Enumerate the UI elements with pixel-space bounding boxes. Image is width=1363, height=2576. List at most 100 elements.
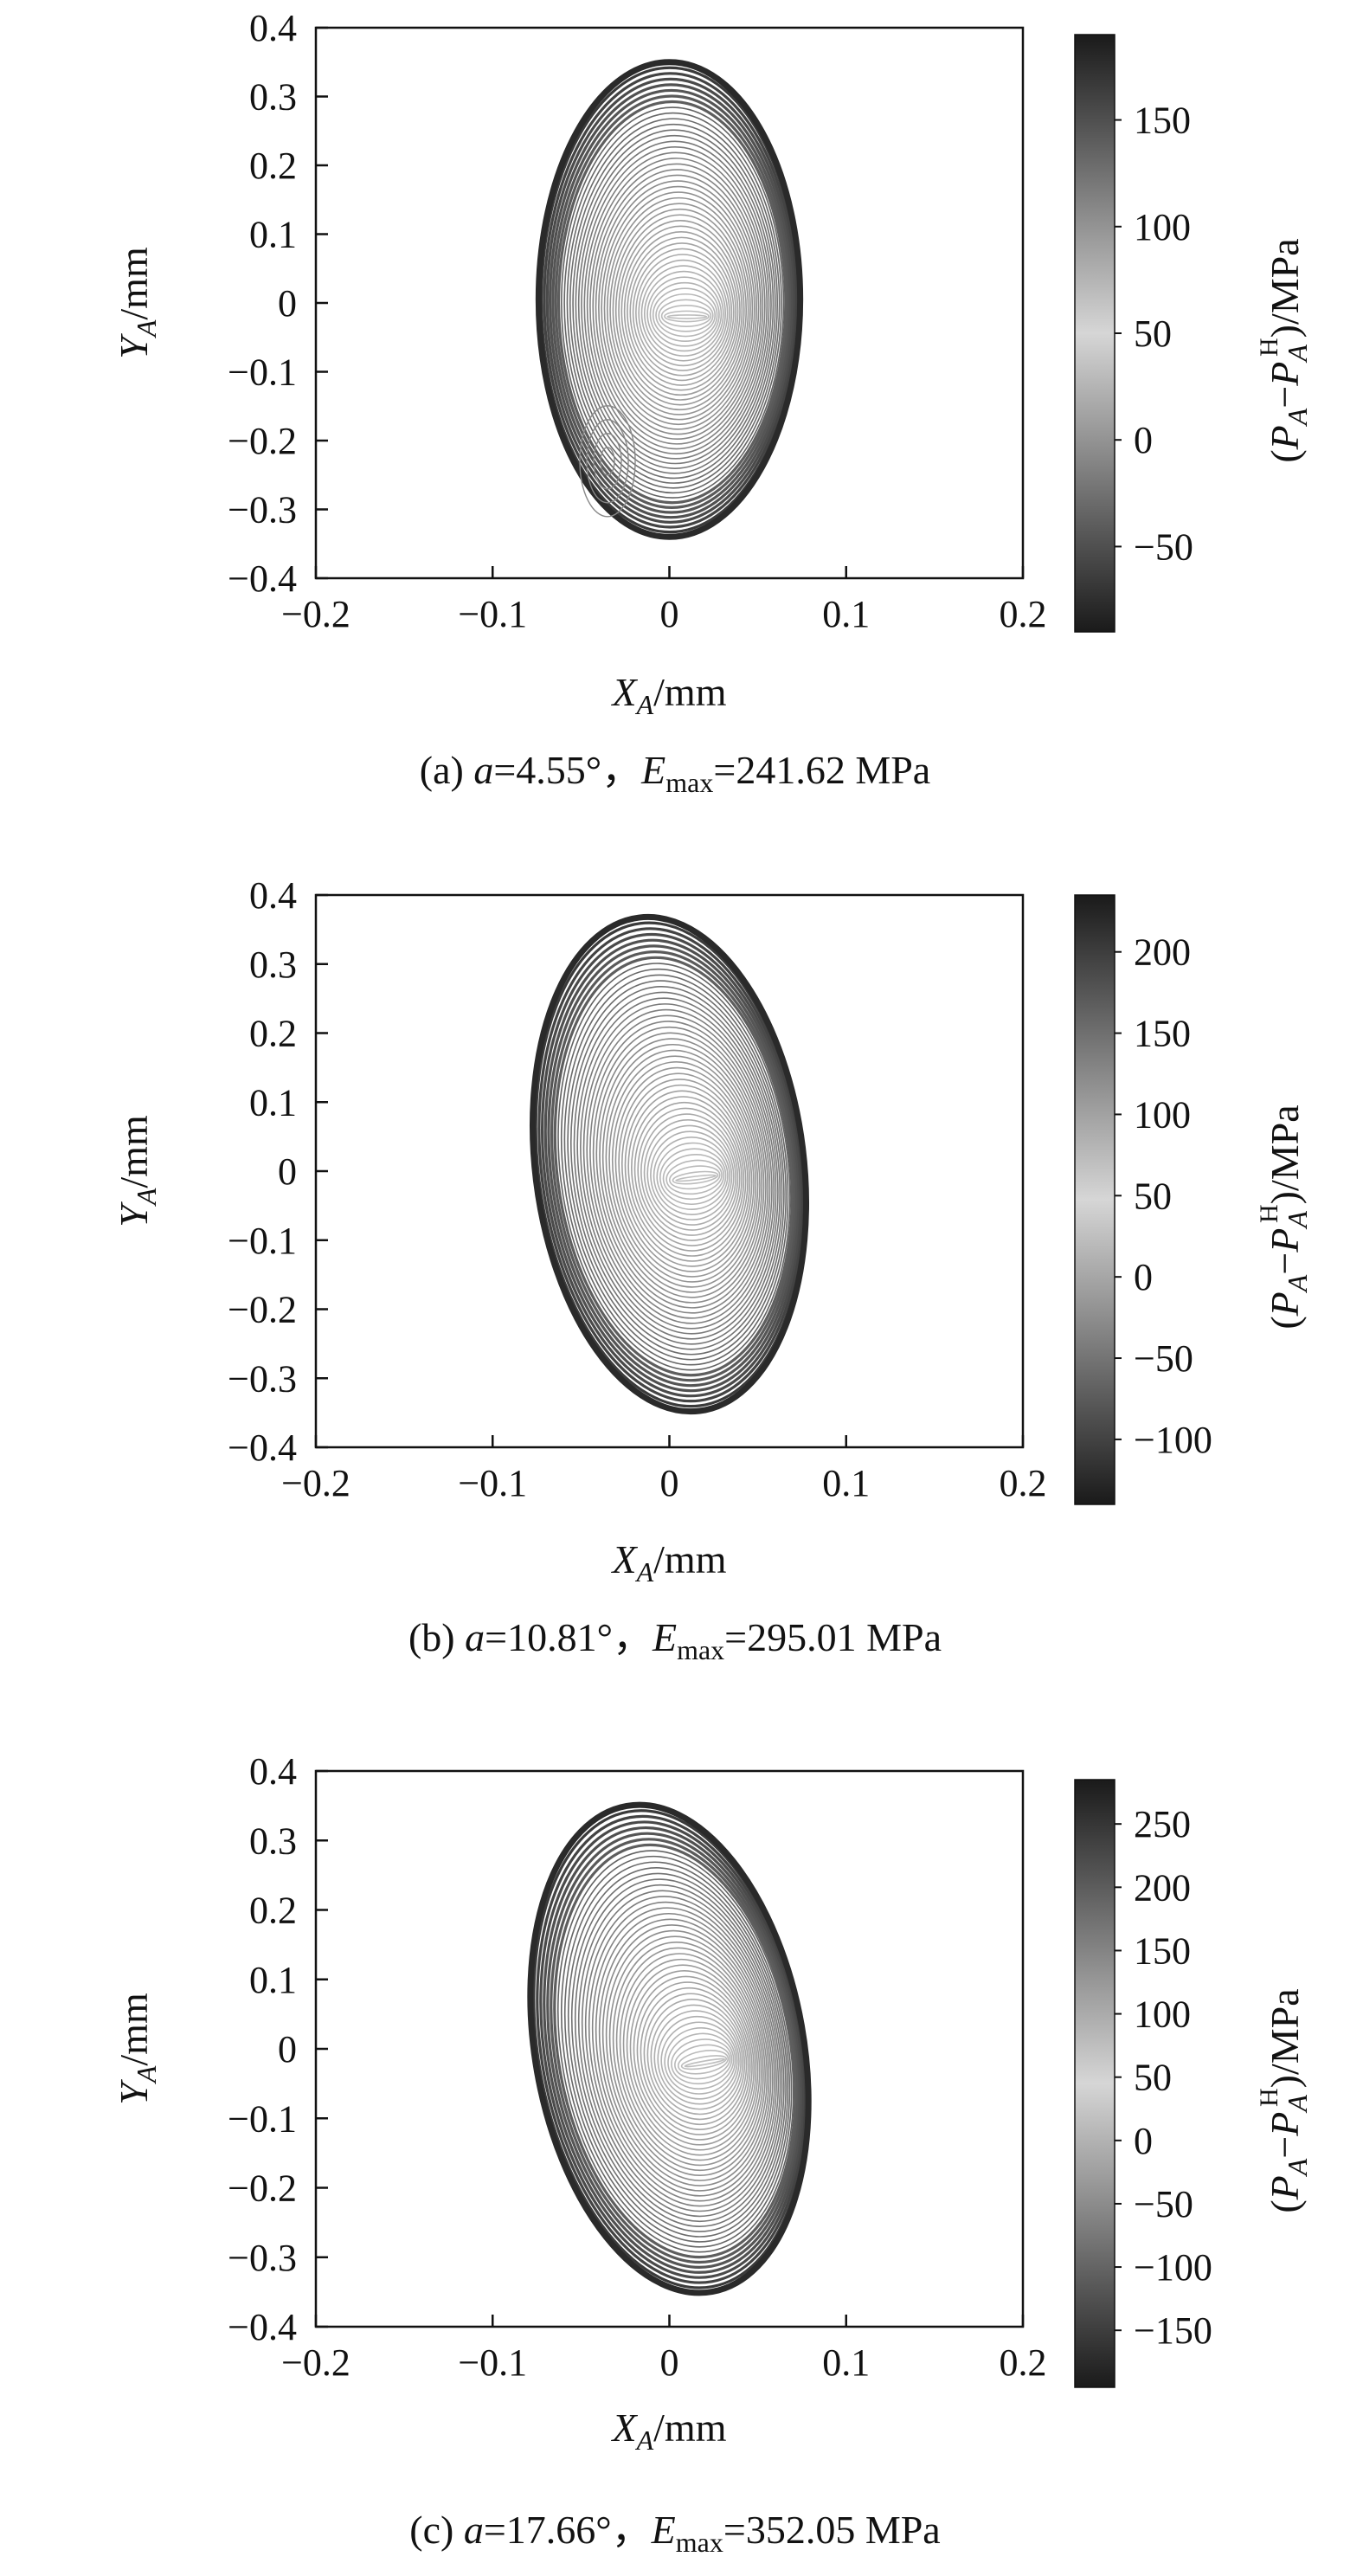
- contour-line: [626, 1964, 757, 2151]
- colorbar-tick-label: 50: [1134, 2057, 1172, 2099]
- contour-line: [658, 299, 714, 332]
- pressure-contours: [538, 61, 800, 538]
- panel-caption: (a) a=4.55°，Emax=241.62 MPa: [420, 748, 930, 798]
- x-axis-label: XA/mm: [611, 670, 727, 720]
- contour-line: [631, 1096, 745, 1252]
- contour-line: [619, 1953, 761, 2161]
- colorbar: [1074, 34, 1115, 633]
- contour-line: [603, 191, 754, 426]
- y-tick-label: 0: [278, 282, 297, 325]
- contour-line: [664, 310, 710, 323]
- x-tick-label: −0.1: [458, 2341, 527, 2384]
- colorbar-tick-label: −50: [1134, 525, 1193, 568]
- y-tick-label: 0.4: [249, 7, 297, 49]
- x-tick-label: 0: [660, 2341, 679, 2384]
- colorbar-tick-label: −100: [1134, 1419, 1212, 1461]
- contour-line: [667, 2032, 735, 2090]
- y-tick-label: −0.3: [228, 2237, 297, 2279]
- contour-line: [672, 1170, 719, 1185]
- contour-line: [554, 94, 789, 509]
- contour-line: [557, 963, 791, 1371]
- contour-line: [659, 1148, 727, 1206]
- x-tick-label: 0.1: [822, 1462, 870, 1504]
- contour-line: [589, 163, 764, 450]
- contour-line: [599, 1038, 765, 1304]
- contour-line: [635, 254, 730, 371]
- contour-line: [556, 100, 788, 505]
- contour-line: [537, 927, 804, 1403]
- colorbar-tick-label: 100: [1134, 206, 1191, 248]
- y-tick-label: 0.3: [249, 76, 297, 119]
- contour-line: [655, 293, 717, 338]
- contour-line: [563, 1861, 791, 2243]
- contour-line: [640, 265, 727, 362]
- pressure-contours: [530, 915, 808, 1414]
- contour-line: [680, 2055, 728, 2070]
- contour-line: [660, 305, 712, 328]
- contour-line: [536, 1814, 807, 2284]
- contour-line: [572, 129, 776, 480]
- colorbar-tick-label: 150: [1134, 100, 1191, 142]
- y-tick-label: 0: [278, 2028, 297, 2070]
- low-pressure-contour: [600, 447, 615, 476]
- x-tick-label: −0.1: [458, 1462, 527, 1504]
- contour-line: [540, 932, 802, 1398]
- x-tick-label: 0.2: [1000, 1462, 1047, 1504]
- x-tick-label: 0: [660, 1462, 679, 1504]
- y-tick-label: −0.3: [228, 489, 297, 531]
- contour-line: [669, 1165, 721, 1190]
- colorbar: [1074, 1779, 1115, 2388]
- contour-line: [563, 112, 782, 494]
- contour-line: [551, 88, 792, 514]
- contour-line: [646, 276, 723, 352]
- y-tick-label: 0.2: [249, 1013, 297, 1055]
- y-tick-label: 0.1: [249, 1959, 297, 2001]
- contour-line: [674, 2044, 731, 2080]
- contour-line: [563, 974, 788, 1361]
- contact-boundary: [535, 59, 804, 540]
- contour-line: [657, 2015, 740, 2105]
- contour-line: [581, 145, 770, 465]
- contour-line: [643, 1993, 748, 2126]
- contour-line: [570, 1872, 787, 2232]
- x-tick-label: 0.1: [822, 2341, 870, 2384]
- contour-line: [611, 1061, 757, 1283]
- y-tick-label: −0.4: [228, 2306, 297, 2348]
- contour-line: [569, 123, 779, 484]
- contour-line: [646, 1999, 746, 2121]
- contour-line: [567, 980, 785, 1356]
- low-pressure-contour: [586, 419, 629, 504]
- contour-line: [605, 1929, 768, 2181]
- contour-line: [581, 1890, 781, 2218]
- contour-line: [666, 314, 708, 319]
- x-tick-label: −0.2: [281, 593, 350, 635]
- contour-line: [627, 1090, 747, 1257]
- y-tick-label: 0.3: [249, 1819, 297, 1862]
- y-axis-label: YA/mm: [112, 247, 162, 359]
- contact-boundary: [530, 913, 809, 1415]
- contour-line: [595, 174, 760, 441]
- contour-line: [598, 1918, 772, 2192]
- contour-line: [589, 1021, 771, 1319]
- contour-line: [577, 1884, 783, 2223]
- colorbar-tick-label: 0: [1134, 419, 1153, 461]
- y-tick-label: 0.4: [249, 1750, 297, 1793]
- contour-line: [548, 83, 794, 519]
- y-tick-label: −0.2: [228, 420, 297, 462]
- colorbar: [1074, 894, 1115, 1505]
- y-axis-label: YA/mm: [112, 1993, 162, 2105]
- contour-line: [622, 1958, 759, 2156]
- colorbar-tick-label: 200: [1134, 931, 1191, 974]
- contour-line: [583, 151, 768, 460]
- contour-line: [614, 1066, 755, 1278]
- contour-line: [643, 270, 724, 357]
- colorbar-tick-label: −50: [1134, 1337, 1193, 1380]
- x-tick-label: −0.2: [281, 2341, 350, 2384]
- colorbar-tick-label: 150: [1134, 1013, 1191, 1055]
- contour-line: [620, 1079, 751, 1267]
- colorbar-tick-label: 250: [1134, 1803, 1191, 1845]
- contour-line: [649, 281, 720, 347]
- x-tick-label: −0.2: [281, 1462, 350, 1504]
- contour-line: [643, 1118, 736, 1231]
- y-tick-label: −0.3: [228, 1357, 297, 1400]
